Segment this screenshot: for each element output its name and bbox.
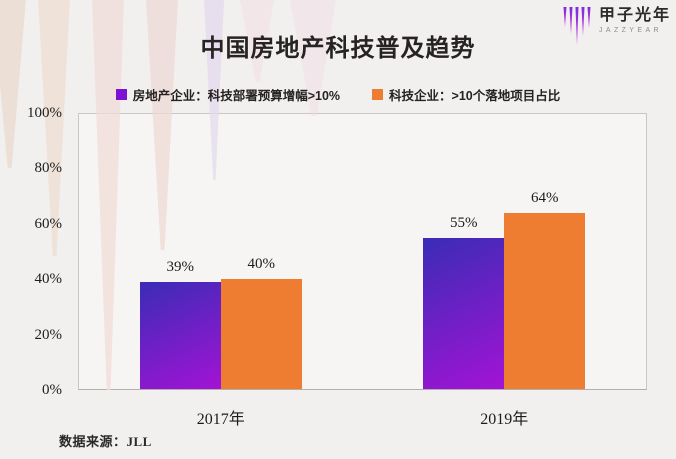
- x-tick-label: 2019年: [480, 411, 529, 428]
- logo-spike: [575, 7, 579, 45]
- brand-subtitle: JAZZYEAR: [598, 27, 662, 34]
- logo-spike: [569, 7, 573, 34]
- y-tick-label: 20%: [34, 326, 63, 343]
- logo-spike: [581, 7, 585, 36]
- logo-spike: [587, 7, 591, 28]
- data-source: 数据来源：JLL: [59, 434, 152, 449]
- legend-swatch-orange: [372, 89, 384, 100]
- legend-swatch-purple: [115, 89, 127, 100]
- brand-name: 甲子光年: [598, 7, 671, 24]
- y-tick-label: 40%: [34, 271, 63, 288]
- bar-value-label: 55%: [450, 215, 478, 231]
- legend-item-real-estate: 房地产企业：科技部署预算增幅>10%: [115, 85, 341, 104]
- x-tick-label: 2017年: [196, 411, 245, 428]
- bar-value-label: 40%: [247, 256, 276, 272]
- bar-2017年-series1: [139, 282, 221, 389]
- bar-value-label: 39%: [166, 259, 195, 275]
- y-axis: 100% 80% 60% 40% 20% 0%: [0, 105, 63, 398]
- chart-title: 中国房地产科技普及趋势: [200, 36, 476, 62]
- brand-logo-icon: [563, 6, 591, 45]
- y-tick-label: 100%: [27, 105, 62, 121]
- x-axis: 2017年 2019年: [79, 400, 646, 428]
- bar-value-label: 64%: [531, 190, 559, 206]
- y-tick-label: 0%: [42, 382, 62, 398]
- bar-2017年-series2: [220, 279, 302, 389]
- legend-label-tech: 科技企业：>10个落地项目占比: [389, 89, 561, 103]
- chart-legend: 房地产企业：科技部署预算增幅>10% 科技企业：>10个落地项目占比: [0, 85, 676, 104]
- brand-logo: 甲子光年 JAZZYEAR: [563, 6, 671, 45]
- bar-2019年-series2: [504, 213, 586, 389]
- legend-label-real-estate: 房地产企业：科技部署预算增幅>10%: [132, 89, 341, 103]
- legend-item-tech: 科技企业：>10个落地项目占比: [372, 85, 560, 104]
- plot-area: 39% 40% 55% 64%: [78, 113, 647, 390]
- bar-2019年-series1: [423, 238, 505, 389]
- y-tick-label: 80%: [34, 160, 63, 177]
- brand-text: 甲子光年 JAZZYEAR: [599, 6, 671, 36]
- y-tick-label: 60%: [34, 215, 63, 232]
- logo-spike: [563, 7, 567, 27]
